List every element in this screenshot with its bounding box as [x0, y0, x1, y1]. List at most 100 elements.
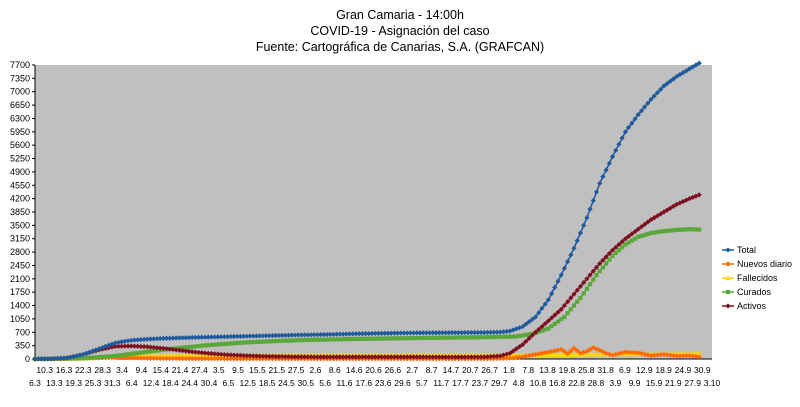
data-point: [661, 83, 667, 89]
data-point: [93, 355, 99, 360]
data-point: [170, 355, 176, 362]
x-tick-label: 27.5: [288, 365, 305, 375]
y-tick-label: 1400: [10, 301, 30, 311]
data-point: [154, 345, 160, 351]
data-point: [119, 339, 125, 345]
data-point: [452, 330, 458, 336]
x-tick-label: 6.5: [223, 378, 235, 388]
series-total: [32, 60, 702, 362]
data-point: [70, 353, 77, 360]
data-point: [253, 356, 259, 362]
data-point: [347, 337, 352, 342]
legend-item: Fallecidos: [722, 273, 778, 283]
data-point: [190, 344, 195, 349]
data-point: [488, 329, 494, 335]
data-point: [552, 312, 558, 318]
data-point: [494, 329, 500, 335]
data-point: [186, 348, 192, 354]
data-point: [144, 355, 150, 361]
data-point: [289, 338, 294, 343]
data-point: [690, 227, 695, 232]
data-point: [555, 278, 561, 284]
data-point: [610, 253, 615, 258]
data-point: [103, 354, 108, 359]
legend-label: Activos: [737, 301, 767, 311]
data-point: [561, 348, 568, 355]
data-point: [536, 326, 542, 333]
data-point: [449, 354, 455, 360]
x-tick-label: 6.3: [29, 378, 41, 388]
data-point: [423, 354, 430, 360]
data-point: [193, 344, 198, 349]
data-point: [157, 345, 163, 351]
data-point: [465, 354, 471, 360]
data-point: [192, 334, 199, 341]
data-point: [179, 335, 186, 341]
x-tick-label: 27.4: [191, 365, 208, 375]
data-point: [257, 339, 262, 344]
data-point: [350, 331, 356, 337]
data-point: [61, 355, 67, 361]
data-point: [465, 329, 471, 336]
data-point: [269, 332, 276, 339]
data-point: [138, 350, 143, 355]
data-point: [225, 341, 230, 346]
data-point: [500, 355, 507, 361]
x-tick-label: 3.5: [213, 365, 225, 375]
data-point: [279, 332, 285, 338]
legend-marker: [725, 275, 731, 281]
data-point: [532, 351, 539, 358]
data-point: [389, 336, 394, 341]
data-point: [170, 335, 176, 341]
data-point: [48, 356, 54, 362]
data-point: [369, 336, 374, 341]
data-point: [67, 354, 73, 360]
data-point: [539, 305, 545, 312]
y-tick-label: 2800: [10, 247, 30, 257]
data-point: [558, 306, 564, 312]
data-point: [321, 331, 327, 338]
data-point: [405, 336, 410, 341]
x-tick-label: 4.8: [513, 378, 525, 388]
data-point: [526, 352, 532, 359]
data-point: [427, 335, 432, 340]
data-point: [670, 203, 677, 209]
data-point: [151, 355, 157, 361]
data-point: [173, 335, 179, 341]
data-point: [250, 356, 256, 362]
data-point: [353, 336, 358, 342]
data-point: [318, 337, 323, 342]
data-point: [135, 350, 140, 356]
data-point: [430, 354, 436, 360]
data-point: [247, 340, 253, 345]
data-point: [450, 335, 455, 340]
data-point: [526, 319, 532, 325]
data-point: [558, 346, 564, 353]
data-point: [382, 336, 387, 341]
data-point: [625, 233, 632, 239]
data-point: [575, 299, 580, 304]
data-point: [179, 355, 186, 362]
data-point: [350, 336, 355, 342]
data-point: [45, 356, 51, 362]
data-point: [344, 337, 349, 342]
data-point: [648, 230, 654, 236]
data-point: [106, 354, 111, 359]
data-point: [587, 206, 593, 212]
data-point: [157, 355, 163, 361]
data-point: [135, 343, 141, 349]
data-point: [189, 334, 195, 341]
data-point: [324, 331, 330, 338]
data-point: [523, 353, 529, 359]
data-point: [337, 337, 342, 342]
data-point: [484, 354, 491, 360]
data-point: [517, 333, 522, 339]
data-point: [391, 354, 397, 360]
data-point: [186, 335, 192, 341]
x-tick-label: 19.3: [65, 378, 82, 388]
data-point: [208, 351, 215, 357]
data-point: [635, 226, 641, 232]
data-point: [160, 345, 166, 351]
data-point: [658, 229, 663, 234]
data-point: [696, 350, 702, 356]
